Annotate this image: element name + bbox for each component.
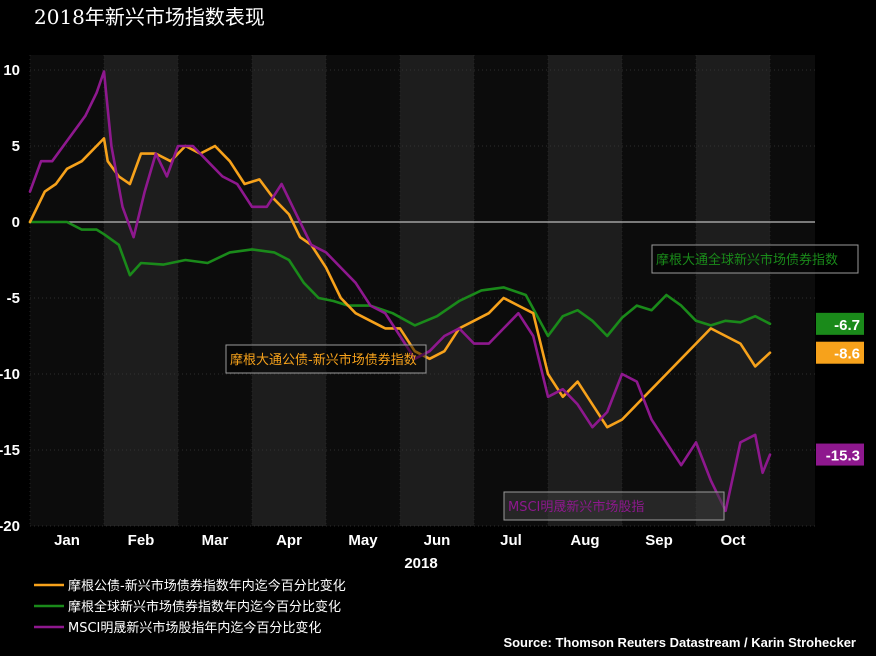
- y-tick-label: -20: [0, 518, 20, 535]
- series-line-0: [28, 137, 772, 429]
- x-tick-label-jan: Jan: [54, 532, 80, 549]
- end-label-box-2: [816, 443, 864, 466]
- gridlines: [29, 55, 815, 527]
- end-value-label-0: -8.6: [834, 346, 860, 363]
- inline-series-label-1: 摩根大通全球新兴市场债券指数: [656, 252, 838, 268]
- month-band-jun: [400, 55, 474, 526]
- x-tick-label-sep: Sep: [645, 532, 673, 549]
- x-axis-year-label: 2018: [404, 555, 437, 572]
- y-tick-label: -5: [7, 290, 20, 307]
- end-label-box-1: [816, 312, 864, 335]
- inline-label-box-1: [651, 244, 859, 274]
- inline-series-label-2: MSCI明晟新兴市场股指: [508, 499, 644, 515]
- end-value-labels: -6.7 -8.6 -15.3: [816, 312, 864, 466]
- inline-series-labels: 摩根大通公债-新兴市场债券指数 摩根大通全球新兴市场债券指数 MSCI明晟新兴市场股…: [225, 244, 859, 521]
- inline-label-box-2: [503, 491, 725, 521]
- x-tick-label-jul: Jul: [500, 532, 522, 549]
- end-value-label-2: -15.3: [826, 448, 860, 465]
- inline-series-label-0: 摩根大通公债-新兴市场债券指数: [230, 352, 417, 368]
- plot-area: [30, 55, 815, 526]
- x-tick-label-mar: Mar: [202, 532, 229, 549]
- source-note: Source: Thomson Reuters Datastream / Kar…: [503, 635, 856, 650]
- legend-entry-2: MSCI明晟新兴市场股指年内迄今百分比变化: [68, 620, 321, 636]
- x-tick-label-aug: Aug: [570, 532, 599, 549]
- legend-entry-1: 摩根全球新兴市场债券指数年内迄今百分比变化: [68, 599, 341, 615]
- series-line-1: [28, 220, 772, 338]
- y-tick-label: -15: [0, 442, 20, 459]
- series-lines: [28, 70, 772, 513]
- y-tick-label: 0: [12, 214, 20, 231]
- legend: 摩根公债-新兴市场债券指数年内迄今百分比变化摩根全球新兴市场债券指数年内迄今百分…: [34, 578, 346, 636]
- x-tick-label-apr: Apr: [276, 532, 302, 549]
- x-tick-label-oct: Oct: [720, 532, 745, 549]
- y-tick-label: 10: [3, 62, 20, 79]
- end-value-label-1: -6.7: [834, 317, 860, 334]
- month-band-aug: [548, 55, 622, 526]
- inline-label-box-0: [225, 344, 427, 374]
- chart-title: 2018年新兴市场指数表现: [34, 5, 265, 29]
- x-tick-label-jun: Jun: [424, 532, 451, 549]
- plot-tail-band: [770, 55, 815, 526]
- y-tick-label: -10: [0, 366, 20, 383]
- x-tick-label-feb: Feb: [128, 532, 155, 549]
- y-axis: 10 5 0 -5 -10 -15 -20: [0, 62, 20, 535]
- x-tick-label-may: May: [348, 532, 378, 549]
- end-label-box-0: [816, 341, 864, 364]
- y-tick-label: 5: [12, 138, 20, 155]
- series-line-2: [28, 70, 772, 513]
- legend-entry-0: 摩根公债-新兴市场债券指数年内迄今百分比变化: [68, 578, 346, 594]
- x-axis: Jan Feb Mar Apr May Jun Jul Aug Sep Oct: [54, 532, 745, 549]
- month-band-apr: [252, 55, 326, 526]
- month-band-feb: [104, 55, 178, 526]
